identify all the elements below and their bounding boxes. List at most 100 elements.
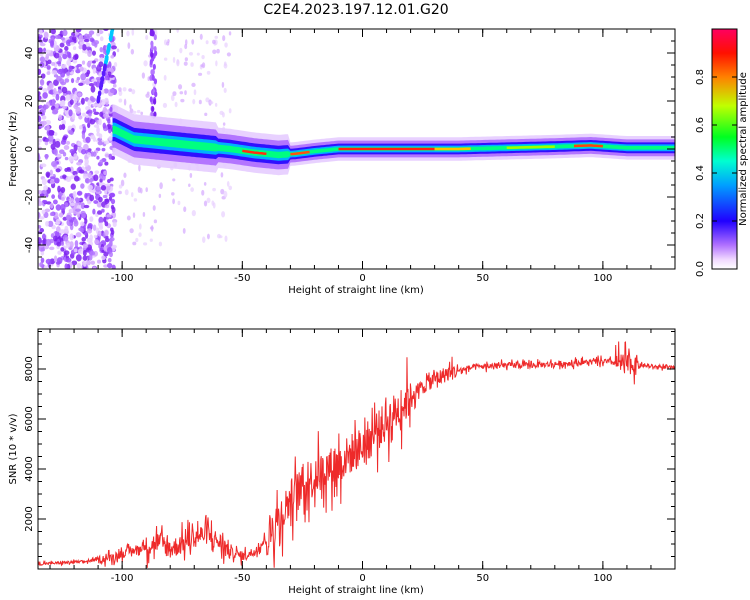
noise-blob bbox=[64, 46, 69, 51]
noise-blob bbox=[72, 58, 78, 64]
noise-blob bbox=[224, 42, 228, 48]
noise-blob bbox=[56, 241, 62, 247]
snr-line bbox=[38, 341, 675, 568]
spectrogram-y-tick-label: -20 bbox=[24, 189, 35, 205]
noise-blob bbox=[193, 89, 197, 96]
noise-blob bbox=[109, 88, 116, 94]
snr-x-tick-label: 50 bbox=[476, 573, 489, 584]
noise-blob bbox=[162, 102, 168, 108]
noise-blob bbox=[129, 104, 132, 110]
noise-blob bbox=[57, 250, 62, 255]
noise-blob bbox=[91, 78, 97, 83]
colorbar-tick-label: 0.8 bbox=[695, 69, 706, 85]
colorbar: 0.0 0.2 0.4 0.6 0.8 Normalized spectral ampl… bbox=[695, 28, 749, 277]
noise-blob bbox=[78, 82, 84, 86]
noise-blob bbox=[46, 65, 51, 70]
noise-blob bbox=[96, 210, 103, 215]
noise-blob bbox=[39, 42, 46, 47]
noise-blob bbox=[138, 164, 141, 172]
noise-blob bbox=[76, 161, 82, 166]
noise-blob bbox=[93, 174, 99, 182]
noise-blob bbox=[82, 126, 87, 134]
noise-blob bbox=[45, 258, 52, 265]
noise-blob bbox=[226, 181, 230, 187]
noise-blob bbox=[51, 98, 56, 106]
noise-blob bbox=[39, 78, 45, 86]
noise-blob bbox=[211, 200, 215, 206]
noise-blob bbox=[65, 90, 72, 95]
noise-blob bbox=[107, 71, 112, 76]
noise-blob bbox=[101, 255, 106, 261]
colorbar-tick-label: 0.2 bbox=[695, 213, 706, 229]
noise-blob bbox=[201, 189, 205, 196]
noise-blob bbox=[95, 185, 102, 192]
noise-blob bbox=[99, 46, 104, 53]
noise-blob bbox=[84, 192, 88, 199]
noise-blob bbox=[86, 260, 91, 266]
noise-blob bbox=[39, 216, 45, 220]
noise-blob bbox=[152, 205, 156, 211]
noise-blob bbox=[61, 64, 67, 69]
spectrogram-x-tick-label: 50 bbox=[476, 273, 489, 284]
noise-blob bbox=[67, 125, 73, 131]
noise-blob bbox=[38, 200, 43, 206]
noise-blob bbox=[104, 204, 110, 209]
noise-blob bbox=[99, 36, 104, 42]
noise-blob bbox=[81, 132, 86, 140]
noise-blob bbox=[60, 139, 67, 145]
noise-blob bbox=[176, 29, 180, 33]
spectrogram-y-tick-label: 0 bbox=[24, 146, 35, 152]
noise-blob bbox=[75, 29, 82, 33]
noise-blob bbox=[42, 87, 48, 93]
noise-blob bbox=[76, 211, 81, 218]
noise-blob bbox=[104, 97, 109, 102]
noise-blob bbox=[196, 52, 200, 56]
noise-blob bbox=[192, 98, 196, 105]
noise-blob bbox=[153, 219, 158, 224]
noise-blob bbox=[98, 196, 103, 203]
noise-blob bbox=[163, 57, 168, 61]
noise-blob bbox=[103, 29, 109, 32]
noise-blob bbox=[44, 154, 49, 160]
noise-blob bbox=[97, 90, 102, 97]
noise-blob bbox=[69, 166, 74, 174]
noise-blob bbox=[93, 124, 100, 128]
noise-blob bbox=[87, 122, 91, 129]
noise-blob bbox=[82, 243, 89, 249]
noise-blob bbox=[215, 60, 218, 67]
noise-blob bbox=[87, 223, 93, 229]
noise-blob bbox=[81, 237, 86, 242]
noise-blob bbox=[67, 167, 72, 172]
noise-blob bbox=[108, 135, 113, 141]
noise-blob bbox=[183, 206, 187, 213]
noise-blob bbox=[110, 79, 116, 84]
noise-blob bbox=[150, 225, 154, 232]
noise-blob bbox=[42, 199, 48, 204]
noise-blob bbox=[52, 87, 57, 95]
noise-blob bbox=[96, 155, 100, 160]
noise-blob bbox=[45, 138, 50, 143]
noise-blob bbox=[142, 212, 146, 217]
noise-blob bbox=[130, 192, 134, 198]
noise-blob bbox=[149, 59, 153, 66]
noise-blob bbox=[190, 187, 195, 192]
noise-blob bbox=[93, 234, 98, 239]
noise-blob bbox=[51, 160, 58, 168]
noise-blob bbox=[112, 83, 117, 88]
noise-blob bbox=[147, 76, 150, 82]
noise-blob bbox=[92, 103, 98, 107]
noise-blob bbox=[40, 73, 46, 79]
noise-blob bbox=[109, 29, 114, 36]
noise-blob bbox=[75, 254, 82, 262]
noise-blob bbox=[105, 185, 111, 191]
noise-blob bbox=[96, 96, 101, 103]
noise-blob bbox=[56, 75, 62, 82]
ridge-core bbox=[506, 145, 555, 150]
noise-blob bbox=[40, 107, 46, 114]
noise-blob bbox=[87, 49, 92, 58]
noise-blob bbox=[82, 266, 87, 269]
noise-blob bbox=[150, 111, 154, 118]
noise-blob bbox=[74, 197, 80, 202]
noise-blob bbox=[75, 232, 82, 238]
noise-blob bbox=[46, 124, 50, 131]
